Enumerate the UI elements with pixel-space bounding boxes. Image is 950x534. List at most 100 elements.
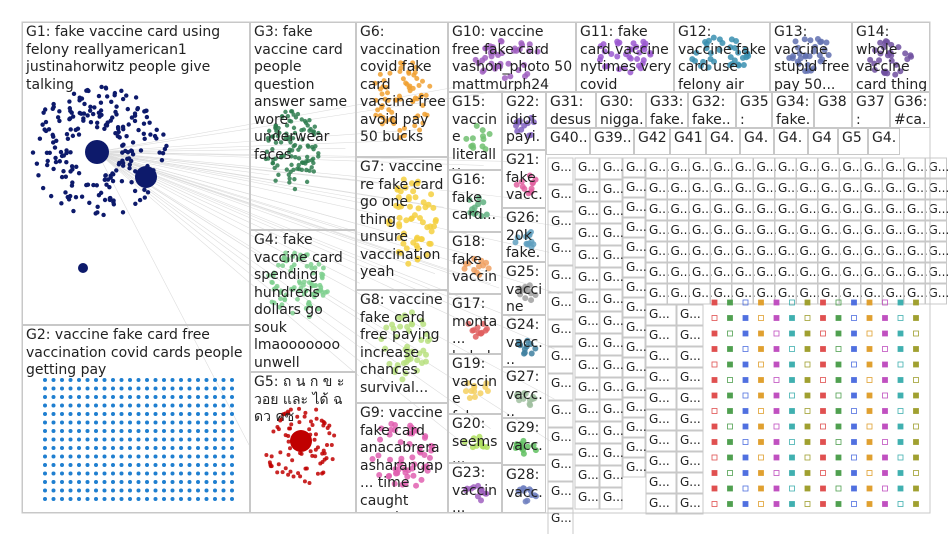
node xyxy=(478,257,485,264)
node xyxy=(302,479,307,484)
node xyxy=(882,38,889,45)
minor-node xyxy=(804,330,811,337)
node xyxy=(386,107,392,113)
node xyxy=(283,258,288,264)
node xyxy=(297,406,302,411)
node xyxy=(109,99,114,105)
node xyxy=(270,134,275,139)
node xyxy=(510,47,517,54)
minor-node xyxy=(758,408,764,414)
node xyxy=(94,429,98,433)
node xyxy=(179,497,183,501)
minor-label: G... xyxy=(907,202,928,216)
minor-label: G... xyxy=(843,244,864,258)
node xyxy=(308,126,313,132)
node xyxy=(148,132,153,137)
node xyxy=(270,273,276,279)
node xyxy=(280,263,286,269)
minor-label: G... xyxy=(843,202,864,216)
node xyxy=(408,320,415,327)
minor-label: G... xyxy=(649,202,670,216)
node xyxy=(196,454,200,459)
node xyxy=(153,480,158,484)
node xyxy=(67,106,73,111)
minor-node xyxy=(711,501,718,507)
node xyxy=(430,204,437,211)
minor-label: G... xyxy=(680,307,701,321)
node xyxy=(187,463,192,467)
node xyxy=(412,69,418,75)
node xyxy=(273,140,279,145)
node xyxy=(221,488,226,493)
node xyxy=(479,443,486,450)
node xyxy=(137,197,143,203)
node xyxy=(93,211,98,216)
minor-node xyxy=(913,439,919,445)
node xyxy=(735,62,742,69)
node xyxy=(57,159,63,164)
node xyxy=(230,403,234,408)
group-label: G3: fake vaccine card people question an… xyxy=(254,24,348,163)
node xyxy=(288,109,294,114)
minor-label: G... xyxy=(800,286,821,300)
node xyxy=(270,280,275,285)
minor-box xyxy=(547,184,574,212)
minor-box xyxy=(676,409,704,431)
node xyxy=(466,196,473,203)
group-box: G42... xyxy=(634,128,670,155)
node xyxy=(94,446,98,450)
node xyxy=(213,429,217,433)
node xyxy=(85,386,90,391)
node xyxy=(298,252,303,258)
node xyxy=(133,95,139,100)
minor-label: G... xyxy=(603,402,624,416)
node xyxy=(316,154,321,159)
minor-label: G... xyxy=(843,160,864,174)
group-label: G20: seems... xyxy=(452,416,498,463)
node xyxy=(296,471,301,476)
minor-box xyxy=(622,177,646,198)
node xyxy=(305,123,310,128)
node xyxy=(68,150,73,155)
minor-node xyxy=(727,346,733,352)
node xyxy=(375,452,382,459)
minor-node xyxy=(897,377,904,383)
node xyxy=(94,183,99,188)
node xyxy=(126,122,131,127)
node xyxy=(697,62,704,69)
node xyxy=(153,471,158,476)
minor-label: G... xyxy=(551,430,572,444)
node xyxy=(60,429,64,433)
minor-label: G... xyxy=(671,223,692,237)
node xyxy=(470,435,477,442)
node xyxy=(321,265,326,271)
node xyxy=(375,107,381,113)
node xyxy=(116,126,121,132)
minor-box xyxy=(622,377,646,398)
node xyxy=(320,471,325,476)
node xyxy=(292,444,297,449)
node xyxy=(420,102,426,108)
group-box: G2: vaccine fake card free vaccination c… xyxy=(22,325,250,513)
node xyxy=(153,454,158,459)
group-box: G7: vaccine re fake card go one thing un… xyxy=(356,157,448,290)
node xyxy=(96,93,102,99)
minor-node xyxy=(742,346,749,352)
node xyxy=(310,270,316,276)
node xyxy=(162,378,166,382)
node xyxy=(43,395,47,399)
minor-node xyxy=(711,377,718,383)
node xyxy=(534,48,541,55)
minor-label: G... xyxy=(578,446,599,460)
minor-label: G... xyxy=(649,244,670,258)
minor-label: G... xyxy=(649,370,670,384)
node xyxy=(157,150,162,155)
node xyxy=(51,420,56,425)
node xyxy=(512,239,519,246)
node xyxy=(101,212,106,218)
node xyxy=(128,463,132,467)
node xyxy=(881,68,888,75)
node xyxy=(417,127,423,133)
minor-box xyxy=(574,311,600,334)
node xyxy=(162,446,166,450)
